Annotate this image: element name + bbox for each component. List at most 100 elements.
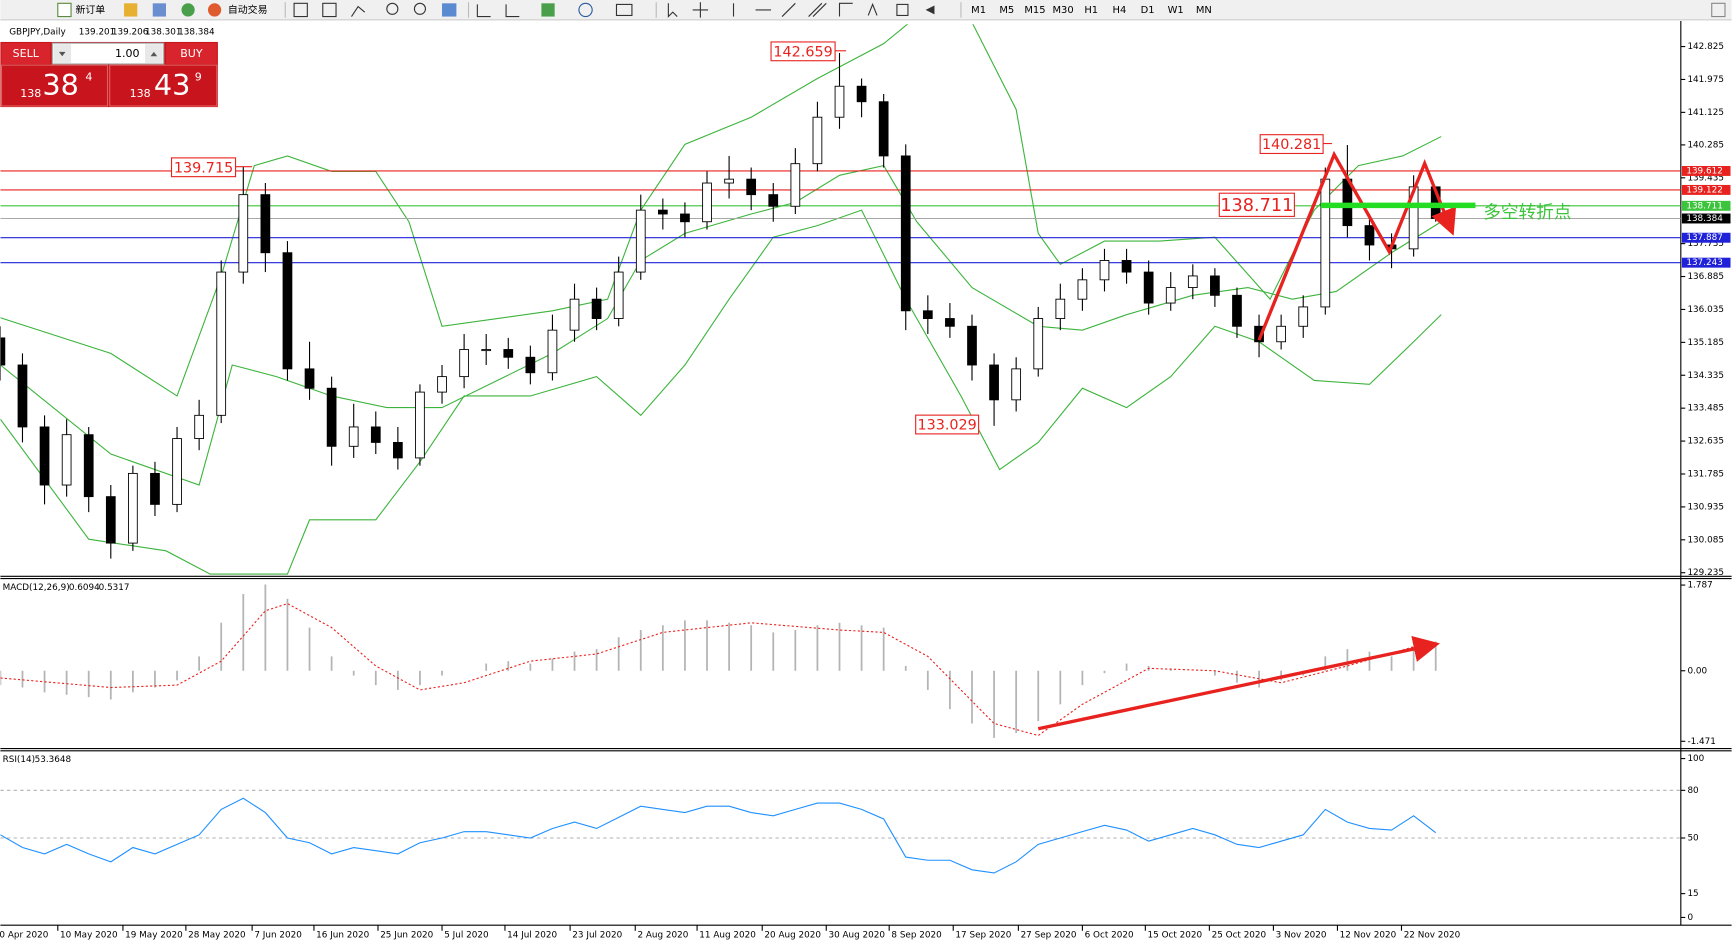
timeframe-button[interactable]: MN [1196,5,1212,16]
sell-button[interactable]: SELL [1,43,51,65]
window-icon[interactable] [1711,2,1726,18]
timeframe-button[interactable]: M30 [1052,5,1073,16]
template-icon[interactable] [615,3,633,17]
indicator-icon[interactable] [541,3,555,17]
macd-trend-drawing [1037,635,1440,731]
timeframe-button[interactable]: H1 [1084,5,1098,16]
tool-icon[interactable] [124,3,138,17]
timeframe-button[interactable]: W1 [1168,5,1184,16]
y-tick-label: 0 [1687,913,1693,923]
zoom-in-icon[interactable] [386,2,399,15]
timeframe-button[interactable]: M5 [999,5,1014,16]
tool-icon[interactable] [351,5,366,17]
timeframe-button[interactable]: H4 [1112,5,1126,16]
tool-icon[interactable] [181,3,195,17]
candle-body [326,387,337,447]
x-tick-label: 5 Jul 2020 [444,931,489,941]
candle-body [61,434,72,486]
buy-button[interactable]: BUY [166,43,217,65]
crosshair-icon[interactable] [692,2,709,18]
y-tick-label: 140.285 [1687,140,1724,150]
candle-body [834,85,845,118]
timeframe-button[interactable]: M15 [1024,5,1045,16]
rsi-axis: 100 80 50 15 0 [1680,754,1705,923]
tool-icon[interactable] [505,4,520,18]
candle-body [768,194,779,207]
ask-pips: 43 [154,68,191,102]
arrow-icon[interactable] [925,5,935,15]
lots-input[interactable] [51,42,165,65]
candle-body [812,116,823,165]
x-tick-label: 8 Sep 2020 [891,931,942,941]
channel-icon[interactable] [808,2,827,17]
text-icon[interactable] [867,2,878,16]
label-icon[interactable] [896,3,909,17]
auto-trading-button[interactable]: 自动交易 [207,3,268,17]
chart-bg [0,20,1732,944]
ask-price[interactable]: 138 43 9 [109,64,218,107]
new-order-button[interactable]: 新订单 [57,2,106,18]
level-tag [1681,257,1731,268]
tool-icon[interactable] [322,2,337,18]
candle-body [680,213,690,223]
x-tick-label: 14 Jul 2020 [507,931,557,941]
candle-body [348,426,359,447]
candle-body [216,271,227,416]
price-label: 138.711 [1220,196,1293,216]
bid-point: 4 [85,70,92,83]
header-low: 138.301 [145,28,182,38]
tool-icon[interactable] [476,4,491,18]
price-plot [0,24,1681,575]
y-tick-label: 141.975 [1687,75,1724,85]
x-tick-label: 25 Jun 2020 [380,931,433,941]
x-tick-label: 30 Aug 2020 [828,931,885,941]
toolbar: 新订单 自动交易 M1 M5 M15 M30 H1 H4 D1 W1 M [0,0,1732,21]
cursor-icon[interactable] [667,3,678,18]
candle-body [900,155,911,312]
tool-icon[interactable] [293,2,308,18]
y-tick-label: 129.235 [1687,568,1724,578]
fibo-icon[interactable] [838,2,853,17]
x-tick-label: 30 Apr 2020 [0,931,49,941]
candle-body [17,364,28,428]
y-tick-label: 80 [1687,786,1699,796]
up-arrow [150,51,158,57]
candle-body [370,426,381,443]
price-axis: 142.825 141.975 141.125 140.285 139.435 137.7… [1680,42,1731,578]
period-icon[interactable] [578,2,593,18]
sell-label: SELL [13,47,40,60]
rsi-value: 53.3648 [35,755,72,765]
timeframe-button[interactable]: D1 [1141,5,1155,16]
x-tick-label: 7 Jun 2020 [254,931,302,941]
time-axis: 30 Apr 2020 10 May 2020 19 May 2020 28 May … [0,925,1461,941]
candle-body [105,496,116,544]
rsi-title: RSI(14) [3,755,35,765]
x-tick-label: 12 Nov 2020 [1340,931,1397,941]
buy-bg [166,43,217,65]
x-tick-label: 22 Nov 2020 [1404,931,1461,941]
candle-body [1187,275,1198,289]
candle-body [746,178,757,196]
tool-icon[interactable] [442,3,457,17]
price-label: 139.715 [174,160,233,176]
y-tick-label: 139.435 [1687,173,1724,183]
current-price-label: 138.384 [1686,214,1723,224]
timeframe-button[interactable]: M1 [971,5,986,16]
bid-price[interactable]: 138 38 4 [0,64,109,107]
tool-icon[interactable] [152,3,167,17]
trendline-icon[interactable] [781,2,796,17]
candle-body [1099,260,1110,281]
y-tick-label: 1.787 [1687,581,1712,591]
zoom-out-icon[interactable] [413,2,427,15]
candle-body [1320,178,1331,308]
macd-value: 0.6094 [69,583,100,593]
x-tick-label: 11 Aug 2020 [699,931,756,941]
candle-body [393,441,403,459]
signal-value: 0.5317 [99,583,130,593]
annotation: 多空转折点 [1483,202,1571,223]
candle-body [481,349,492,352]
x-tick-label: 23 Jul 2020 [572,931,622,941]
price-label-box [1218,192,1295,217]
candle-body [922,310,933,319]
